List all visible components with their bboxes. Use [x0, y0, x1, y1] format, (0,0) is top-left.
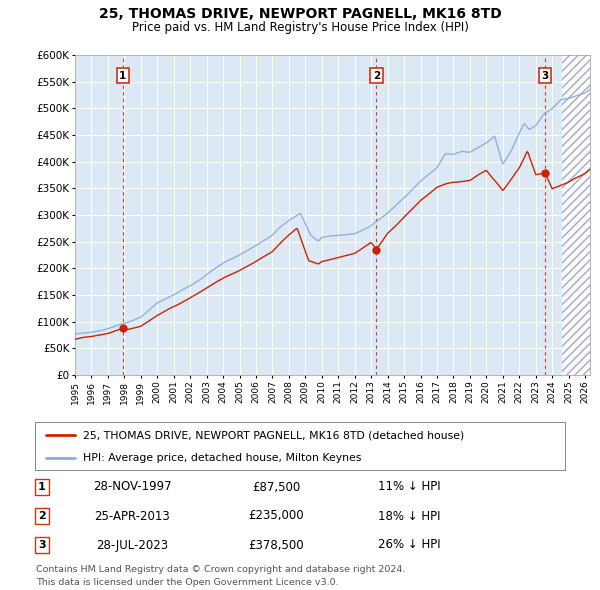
Text: 11% ↓ HPI: 11% ↓ HPI: [378, 480, 440, 493]
Text: £378,500: £378,500: [248, 539, 304, 552]
Text: 28-JUL-2023: 28-JUL-2023: [96, 539, 168, 552]
Text: HPI: Average price, detached house, Milton Keynes: HPI: Average price, detached house, Milt…: [83, 453, 361, 463]
Text: 28-NOV-1997: 28-NOV-1997: [92, 480, 172, 493]
Text: 1: 1: [38, 482, 46, 492]
Text: 2: 2: [373, 71, 380, 81]
Text: This data is licensed under the Open Government Licence v3.0.: This data is licensed under the Open Gov…: [36, 578, 338, 587]
Text: 1: 1: [119, 71, 127, 81]
Text: 25-APR-2013: 25-APR-2013: [94, 510, 170, 523]
Text: £87,500: £87,500: [252, 480, 300, 493]
Text: 3: 3: [38, 540, 46, 550]
Text: Price paid vs. HM Land Registry's House Price Index (HPI): Price paid vs. HM Land Registry's House …: [131, 21, 469, 34]
Text: 3: 3: [541, 71, 549, 81]
Text: 26% ↓ HPI: 26% ↓ HPI: [378, 539, 440, 552]
Text: 2: 2: [38, 511, 46, 521]
Text: 18% ↓ HPI: 18% ↓ HPI: [378, 510, 440, 523]
Text: 25, THOMAS DRIVE, NEWPORT PAGNELL, MK16 8TD: 25, THOMAS DRIVE, NEWPORT PAGNELL, MK16 …: [98, 7, 502, 21]
Text: Contains HM Land Registry data © Crown copyright and database right 2024.: Contains HM Land Registry data © Crown c…: [36, 565, 406, 574]
Bar: [562, 55, 590, 375]
Text: 25, THOMAS DRIVE, NEWPORT PAGNELL, MK16 8TD (detached house): 25, THOMAS DRIVE, NEWPORT PAGNELL, MK16 …: [83, 431, 464, 441]
Text: £235,000: £235,000: [248, 510, 304, 523]
